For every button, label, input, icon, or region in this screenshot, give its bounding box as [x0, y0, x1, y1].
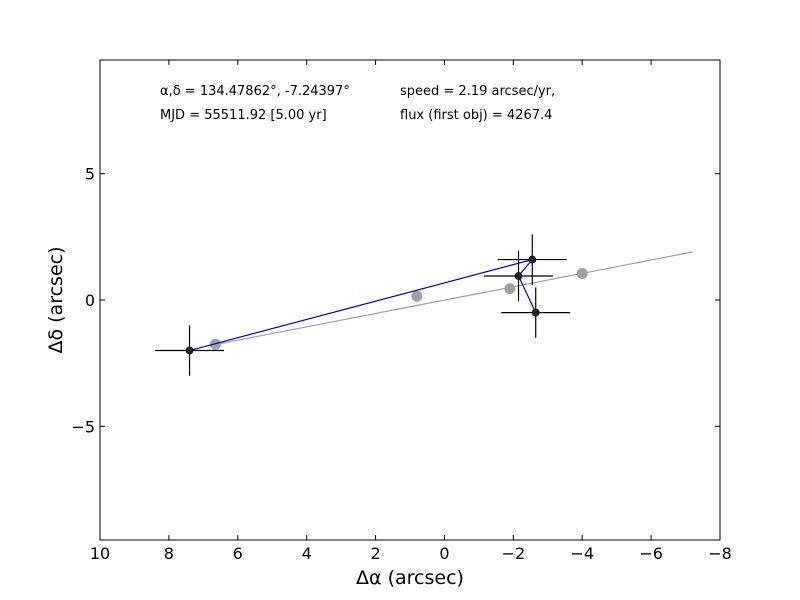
x-tick-label: 0: [439, 544, 449, 563]
model-point: [576, 267, 588, 279]
x-tick-label: 10: [90, 544, 110, 563]
x-tick-label: 2: [370, 544, 380, 563]
axis-ticks: 10 8 6 4 2 0 −2 −4 −6 −8 5 0 −5: [71, 60, 732, 563]
annotation-text: α,δ = 134.47862°, -7.24397°: [160, 84, 350, 99]
annotation-text: MJD = 55511.92 [5.00 yr]: [160, 108, 327, 123]
y-axis-label: Δδ (arcsec): [45, 246, 67, 353]
y-tick-label: 0: [85, 291, 95, 310]
observed-point: [528, 255, 537, 264]
observed-series: [155, 234, 571, 376]
observed-path: [189, 258, 537, 352]
annotation-text: flux (first obj) = 4267.4: [400, 108, 552, 123]
model-point: [504, 283, 516, 295]
annotation-text: speed = 2.19 arcsec/yr,: [400, 84, 555, 99]
x-tick-label: −8: [708, 544, 732, 563]
x-tick-label: 6: [233, 544, 243, 563]
x-tick-label: −2: [502, 544, 526, 563]
x-axis-label: Δα (arcsec): [356, 567, 464, 589]
annotations: α,δ = 134.47862°, -7.24397° MJD = 55511.9…: [160, 84, 555, 123]
observed-point: [514, 272, 523, 280]
y-tick-label: 5: [85, 165, 95, 184]
x-tick-label: 4: [302, 544, 312, 563]
model-line: [216, 251, 693, 345]
x-tick-label: 8: [164, 544, 174, 563]
observed-point: [531, 308, 540, 317]
y-tick-label: −5: [71, 417, 95, 436]
model-track: [209, 251, 693, 350]
x-tick-label: −6: [639, 544, 663, 563]
model-point: [411, 290, 423, 302]
observed-point: [185, 346, 194, 355]
plot-frame: [99, 59, 721, 541]
x-tick-label: −4: [570, 544, 594, 563]
